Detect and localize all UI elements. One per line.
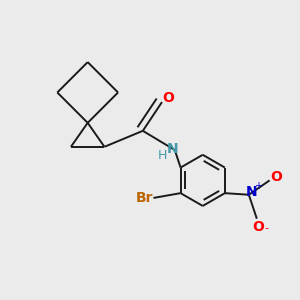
Text: O: O bbox=[253, 220, 264, 234]
Text: N: N bbox=[246, 184, 257, 199]
Text: N: N bbox=[167, 142, 178, 156]
Text: Br: Br bbox=[136, 191, 153, 205]
Text: -: - bbox=[264, 223, 268, 233]
Text: O: O bbox=[271, 170, 283, 184]
Text: +: + bbox=[254, 181, 262, 191]
Text: H: H bbox=[158, 149, 167, 162]
Text: O: O bbox=[162, 91, 174, 105]
